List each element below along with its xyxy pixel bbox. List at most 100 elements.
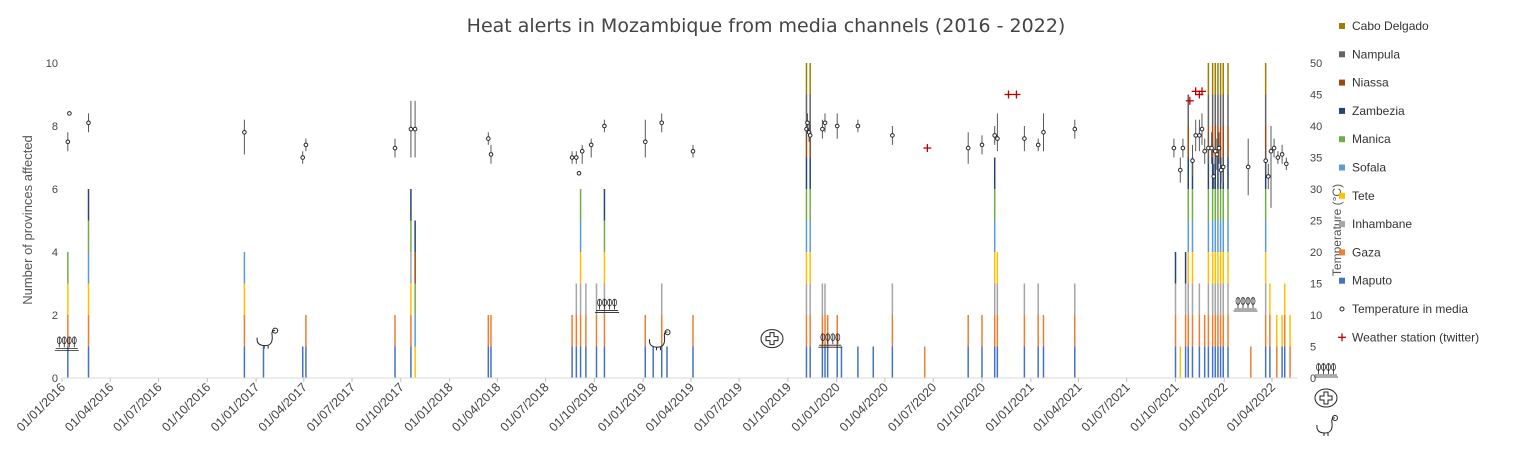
bar-segment-niassa (1219, 126, 1222, 158)
y2-tick-label: 15 (1310, 279, 1322, 291)
temperature-point (1041, 130, 1046, 135)
chicken-body (1316, 417, 1336, 434)
bar-segment-zambezia (414, 220, 416, 252)
bar-segment-maputo (967, 346, 969, 378)
bar-segment-gaza (571, 315, 573, 347)
bar-segment-maputo (262, 346, 265, 378)
temperature-point (303, 142, 309, 148)
bar-segment-tete (410, 283, 412, 315)
x-tick-label: 01/01/2019 (595, 380, 649, 434)
bar-segment-manica (410, 220, 412, 252)
bar-segment-gaza (1023, 315, 1026, 347)
temperature-point (1211, 174, 1216, 179)
wheat-ear (612, 298, 617, 307)
bar-segment-nampula (1207, 94, 1210, 126)
medical-icon (760, 329, 784, 349)
temperature-point (412, 126, 418, 132)
bar-segment-sofala (993, 220, 996, 252)
bar-segment-gaza (394, 315, 396, 347)
bar-segment-manica (993, 189, 996, 221)
legend-label: Nampula (1352, 47, 1400, 61)
bar-segment-cabo-delgado (1227, 63, 1229, 95)
bar-segment-gaza (1198, 315, 1201, 347)
bar-segment-maputo (826, 346, 829, 378)
temperature-point (300, 155, 306, 160)
bar-segment-maputo (487, 346, 490, 378)
bar-segment-maputo (1283, 346, 1286, 378)
y2-tick-label: 0 (1310, 373, 1316, 385)
x-tick-label: 01/07/2019 (691, 380, 745, 434)
bar-segment-inhambane (821, 283, 824, 315)
wheat-ear (830, 333, 836, 342)
bar-segment-inhambane (575, 283, 578, 315)
bar-segment-gaza (1276, 346, 1278, 378)
temperature-point (1193, 133, 1198, 138)
bar-segment-cabo-delgado (805, 63, 808, 95)
wheat-ear (835, 333, 841, 342)
y-tick-label: 6 (52, 184, 58, 196)
temperature-point (1190, 158, 1195, 163)
legend-swatch (1339, 79, 1345, 86)
bar-segment-maputo (666, 346, 668, 378)
bar-segment-maputo (1264, 346, 1267, 378)
bar-segment-manica (1227, 189, 1229, 221)
bar-segment-gaza (891, 315, 894, 347)
wheat-ear (71, 336, 77, 345)
temperature-point (65, 139, 71, 145)
legend-label: Inhambane (1352, 217, 1412, 231)
legend-marker (1339, 306, 1345, 312)
temperature-point (992, 133, 998, 138)
bar-segment-inhambane (993, 283, 996, 315)
bar-segment-manica (809, 189, 811, 221)
bar-segment-cabo-delgado (1207, 63, 1210, 95)
bar-segment-inhambane (1187, 283, 1189, 315)
temperature-point (643, 139, 648, 145)
temperature-point (690, 148, 696, 154)
legend-label: Cabo Delgado (1352, 19, 1429, 33)
bar-segment-gaza (575, 315, 578, 347)
x-tick-label: 01/10/2020 (934, 380, 988, 434)
bar-segment-gaza (1174, 315, 1177, 347)
bar-segment-zambezia (993, 157, 996, 189)
bar-segment-nampula (1187, 94, 1189, 126)
wheat-icon (54, 336, 79, 351)
wheat-icon (1314, 363, 1338, 378)
wheat-ear (825, 333, 831, 342)
bar-segment-maputo (891, 346, 894, 378)
bar-segment-zambezia (1219, 157, 1222, 189)
bar-segment-gaza (1187, 315, 1189, 347)
bar-segment-maputo (1023, 346, 1026, 378)
legend-item-inhambane: Inhambane (1339, 217, 1412, 231)
bar-segment-niassa (414, 252, 416, 284)
y-ticks: 0 2 4 6 8 10 (46, 58, 58, 385)
bar-segment-sofala (809, 220, 811, 252)
bar-segment-inhambane (1184, 283, 1187, 315)
bar-segment-gaza (490, 315, 492, 347)
bar-segment-sofala (579, 220, 582, 252)
chicken-head (272, 327, 279, 334)
legend-label: Tete (1352, 189, 1375, 203)
wheat-icon (1233, 297, 1258, 312)
bar-segment-tete (1289, 315, 1291, 347)
bar-segment-gaza (1037, 315, 1039, 347)
x-tick-label: 01/01/2018 (402, 380, 456, 434)
bar-segment-gaza (1211, 315, 1214, 347)
bar-segment-maputo (394, 346, 396, 378)
x-tick-label: 01/10/2017 (353, 380, 407, 434)
y2-tick-label: 25 (1310, 216, 1322, 228)
bar-segment-sofala (1214, 220, 1217, 252)
bar-segment-manica (579, 189, 582, 221)
bar-segment-sofala (414, 315, 416, 347)
bar-segment-maputo (87, 346, 90, 378)
bar-segment-tete (67, 283, 69, 315)
bar-segment-niassa (1217, 126, 1219, 158)
y2-tick-label: 35 (1310, 153, 1322, 165)
bar-segment-maputo (824, 346, 826, 378)
bar-segment-cabo-delgado (1214, 63, 1217, 95)
bar-segment-gaza (923, 346, 926, 378)
bar-segment-tete (993, 252, 996, 284)
chart-title: Heat alerts in Mozambique from media cha… (467, 15, 1066, 37)
bar-segment-manica (1264, 189, 1267, 221)
legend-swatch (1339, 192, 1345, 199)
wheat-ear (607, 298, 612, 307)
